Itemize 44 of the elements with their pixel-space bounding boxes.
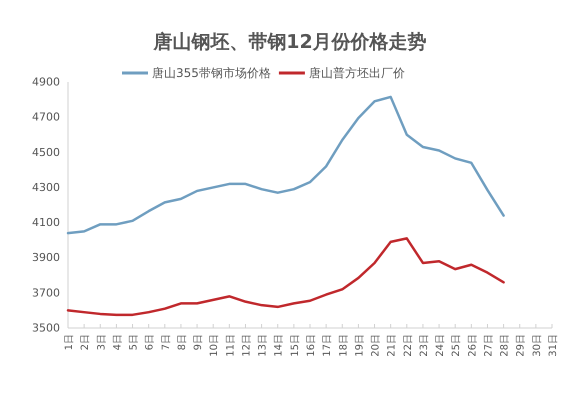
x-tick-label: 21日 bbox=[386, 334, 398, 357]
y-tick-label: 3900 bbox=[32, 251, 60, 264]
y-tick-label: 3700 bbox=[32, 286, 60, 300]
y-tick-label: 4700 bbox=[32, 110, 60, 124]
x-tick-label: 10日 bbox=[209, 334, 220, 357]
x-tick-label: 30日 bbox=[532, 334, 543, 357]
x-tick-label: 24日 bbox=[435, 334, 446, 357]
x-tick-label: 31日 bbox=[548, 334, 559, 357]
y-tick-label: 4500 bbox=[32, 146, 60, 159]
line-series bbox=[66, 96, 505, 234]
legend-label: 唐山普方坯出厂价 bbox=[308, 66, 405, 80]
x-tick-label: 9日 bbox=[193, 334, 204, 350]
y-tick-label: 4100 bbox=[32, 216, 60, 230]
x-tick-label: 4日 bbox=[112, 334, 124, 350]
x-tick-label: 27日 bbox=[483, 334, 494, 357]
x-tick-label: 25日 bbox=[451, 334, 462, 357]
x-tick-label: 3日 bbox=[96, 334, 108, 350]
y-tick-label: 3500 bbox=[32, 322, 60, 334]
x-tick-label: 18日 bbox=[338, 334, 350, 357]
x-tick-label: 23日 bbox=[418, 334, 430, 357]
x-tick-label: 8日 bbox=[176, 334, 188, 350]
x-tick-label: 12日 bbox=[241, 334, 252, 357]
x-tick-label: 13日 bbox=[258, 334, 269, 357]
x-tick-label: 6日 bbox=[144, 334, 156, 350]
x-tick-label: 16日 bbox=[306, 334, 317, 357]
x-tick-label: 5日 bbox=[128, 334, 140, 350]
x-tick-label: 19日 bbox=[354, 334, 366, 357]
chart-title: 唐山钢坯、带钢12月份价格走势 bbox=[152, 31, 427, 53]
x-tick-label: 20日 bbox=[370, 334, 382, 357]
x-tick-label: 17日 bbox=[322, 334, 334, 357]
y-tick-label: 4300 bbox=[32, 180, 60, 194]
x-tick-label: 22日 bbox=[402, 334, 414, 357]
x-tick-label: 1日 bbox=[64, 334, 75, 350]
x-tick-label: 28日 bbox=[500, 334, 511, 357]
line-series bbox=[66, 237, 505, 316]
x-tick-label: 26日 bbox=[467, 334, 478, 357]
x-tick-label: 15日 bbox=[290, 334, 301, 357]
x-tick-label: 11日 bbox=[225, 334, 236, 357]
x-tick-label: 7日 bbox=[160, 334, 172, 350]
x-tick-label: 29日 bbox=[516, 334, 527, 357]
x-tick-label: 2日 bbox=[80, 334, 92, 350]
y-tick-label: 4900 bbox=[32, 76, 60, 88]
legend-label: 唐山355带钢市场价格 bbox=[152, 66, 271, 80]
x-tick-label: 14日 bbox=[274, 334, 285, 357]
